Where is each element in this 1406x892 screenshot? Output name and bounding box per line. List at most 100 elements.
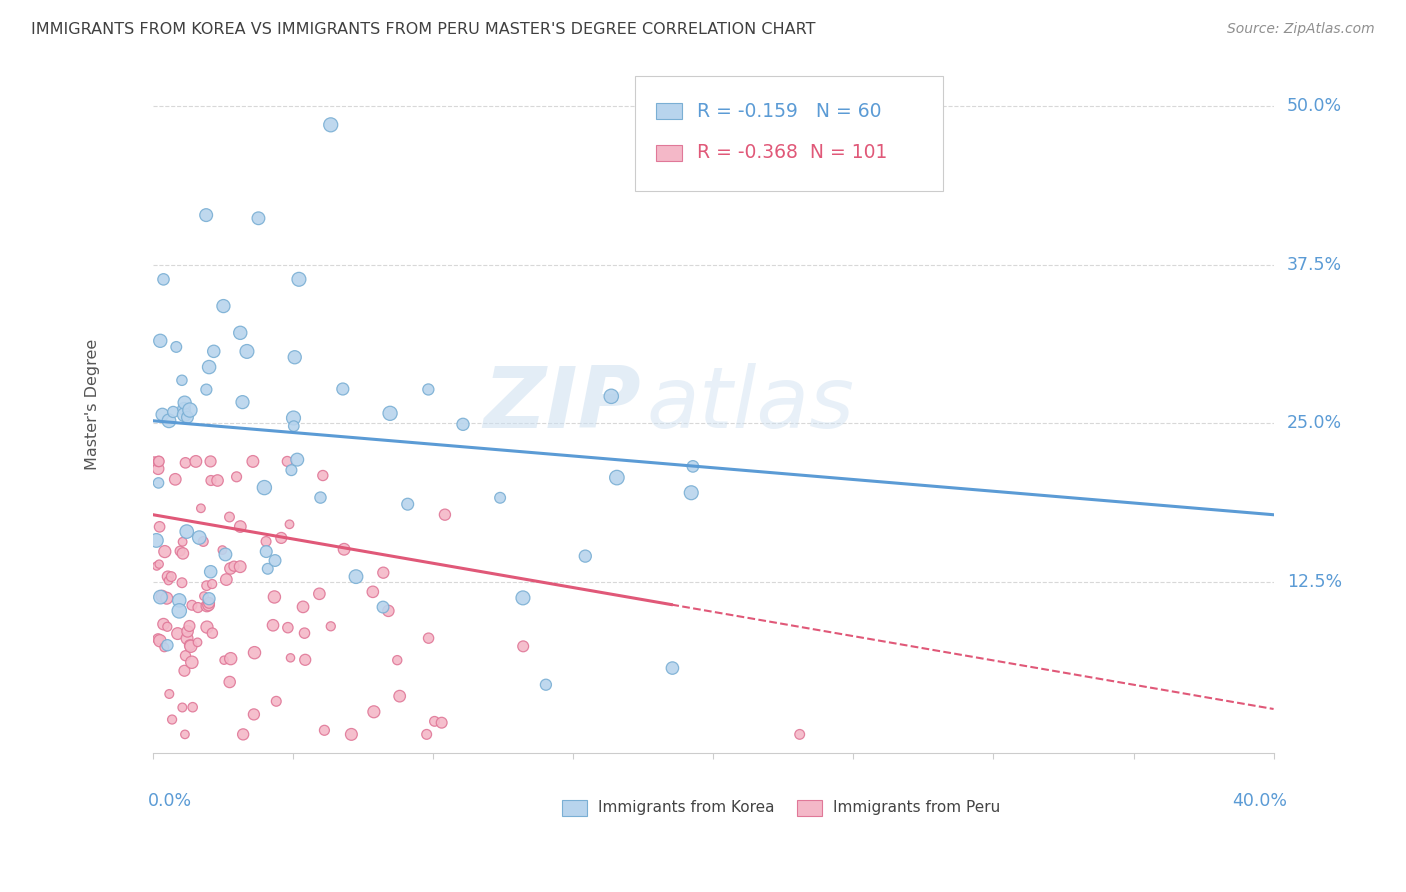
Point [172,534,194,549]
Point [195,208,218,222]
Point [377,604,399,618]
Point [186,635,208,649]
Point [489,491,512,505]
Point [167,593,190,607]
Point [415,727,437,741]
FancyBboxPatch shape [657,145,682,161]
Point [181,700,204,714]
Point [195,579,218,593]
Text: ZIP: ZIP [482,363,641,446]
Point [264,694,287,708]
Point [212,299,235,313]
Point [180,655,202,669]
Point [256,562,278,576]
Point [332,382,354,396]
Point [198,596,221,610]
Point [277,621,299,635]
Point [314,723,336,738]
Text: IMMIGRANTS FROM KOREA VS IMMIGRANTS FROM PERU MASTER'S DEGREE CORRELATION CHART: IMMIGRANTS FROM KOREA VS IMMIGRANTS FROM… [31,22,815,37]
Point [198,360,221,375]
Point [174,456,197,470]
Point [309,491,332,505]
FancyBboxPatch shape [797,800,823,815]
Point [200,565,222,579]
Point [283,411,305,425]
Point [574,549,596,563]
Point [229,519,252,533]
Point [152,272,174,286]
Point [229,326,252,340]
Point [201,577,224,591]
Point [193,589,215,603]
Text: R = -0.159   N = 60: R = -0.159 N = 60 [696,102,882,120]
Point [174,727,197,741]
Point [184,454,207,468]
Point [187,600,209,615]
Point [173,664,195,678]
Text: Source: ZipAtlas.com: Source: ZipAtlas.com [1227,22,1375,37]
Point [661,661,683,675]
Point [188,531,211,545]
Point [218,675,240,690]
Point [201,626,224,640]
Point [153,544,176,558]
Point [312,468,335,483]
Point [219,561,242,575]
Text: 50.0%: 50.0% [1286,97,1343,115]
Point [231,395,253,409]
Point [280,650,302,665]
Text: 40.0%: 40.0% [1232,792,1286,810]
Point [148,557,170,571]
Point [387,653,409,667]
Point [157,574,180,588]
Text: Immigrants from Peru: Immigrants from Peru [834,800,1001,815]
Point [333,542,356,557]
Text: Immigrants from Korea: Immigrants from Korea [598,800,775,815]
Point [157,687,180,701]
Point [247,211,270,226]
Point [378,406,401,420]
Point [148,475,170,490]
Point [214,548,236,562]
Point [418,631,440,645]
FancyBboxPatch shape [562,800,586,815]
Text: 37.5%: 37.5% [1286,256,1343,274]
Point [179,403,201,417]
Point [229,559,252,574]
Point [212,653,235,667]
Point [146,632,169,646]
Point [606,470,628,484]
Point [283,419,305,434]
Point [152,617,174,632]
Point [371,600,394,615]
Point [173,395,195,409]
Point [166,626,188,640]
Point [789,727,811,741]
Point [294,653,316,667]
Point [169,544,191,558]
Point [149,334,172,348]
Point [165,472,187,486]
Point [284,351,307,365]
Point [430,715,453,730]
Point [150,408,173,422]
Point [170,575,193,590]
Point [179,619,201,633]
Point [682,459,704,474]
Point [242,454,264,468]
Point [681,485,703,500]
Point [197,598,219,612]
Point [202,344,225,359]
Point [176,624,198,639]
Point [200,454,222,468]
Point [280,463,302,477]
Point [149,590,172,604]
Y-axis label: Master's Degree: Master's Degree [86,339,100,470]
Point [254,544,277,558]
Point [198,591,221,606]
Point [512,591,534,605]
Point [172,546,194,560]
Point [433,508,456,522]
Point [340,727,363,741]
Point [146,462,169,476]
